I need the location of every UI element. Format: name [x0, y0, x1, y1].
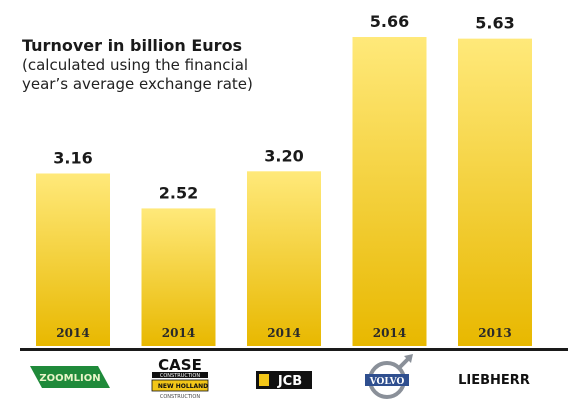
zoomlion-logo: ZOOMLION	[30, 366, 110, 388]
newholland-sub-text: CONSTRUCTION	[160, 394, 200, 400]
bar-jcb	[247, 171, 321, 346]
bar-volvo	[352, 37, 427, 346]
jcb-logo: JCB	[256, 371, 312, 389]
case-newholland-logo: CASE CONSTRUCTION NEW HOLLAND CONSTRUCTI…	[151, 356, 209, 400]
case-logo-text: CASE	[158, 356, 202, 374]
case-sub-text: CONSTRUCTION	[160, 373, 200, 379]
bar-case-newholland	[141, 208, 216, 346]
chart-title: Turnover in billion Euros	[22, 36, 243, 55]
liebherr-logo: LIEBHERR	[458, 373, 530, 388]
volvo-logo-text: VOLVO	[369, 377, 405, 387]
bar-year-label-volvo: 2014	[373, 326, 406, 340]
bars-layer: 3.16 2014 2.52 2014 3.20 2014 5.66 2014 5.63 2013	[36, 12, 532, 346]
bar-year-label-zoomlion: 2014	[56, 326, 89, 340]
chart-title-block: Turnover in billion Euros (calculated us…	[22, 36, 253, 94]
jcb-logo-text: JCB	[277, 374, 302, 389]
liebherr-logo-text: LIEBHERR	[458, 373, 530, 388]
bar-value-label-jcb: 3.20	[264, 146, 303, 165]
zoomlion-logo-text: ZOOMLION	[39, 373, 100, 384]
bar-zoomlion	[36, 173, 110, 346]
bar-value-label-volvo: 5.66	[370, 12, 409, 31]
chart-subtitle-line-1: (calculated using the financial	[22, 56, 249, 74]
newholland-logo-text: NEW HOLLAND	[158, 383, 208, 390]
bar-value-label-liebherr: 5.63	[475, 14, 514, 33]
bar-value-label-zoomlion: 3.16	[53, 148, 92, 167]
chart-subtitle-line-2: year’s average exchange rate)	[22, 75, 253, 93]
baseline-rule	[20, 348, 568, 351]
bar-year-label-case-newholland: 2014	[162, 326, 195, 340]
bar-year-label-jcb: 2014	[267, 326, 300, 340]
bar-value-label-case-newholland: 2.52	[159, 183, 198, 202]
bar-year-label-liebherr: 2013	[478, 326, 511, 340]
bar-liebherr	[458, 38, 532, 346]
volvo-logo: VOLVO	[365, 354, 413, 399]
